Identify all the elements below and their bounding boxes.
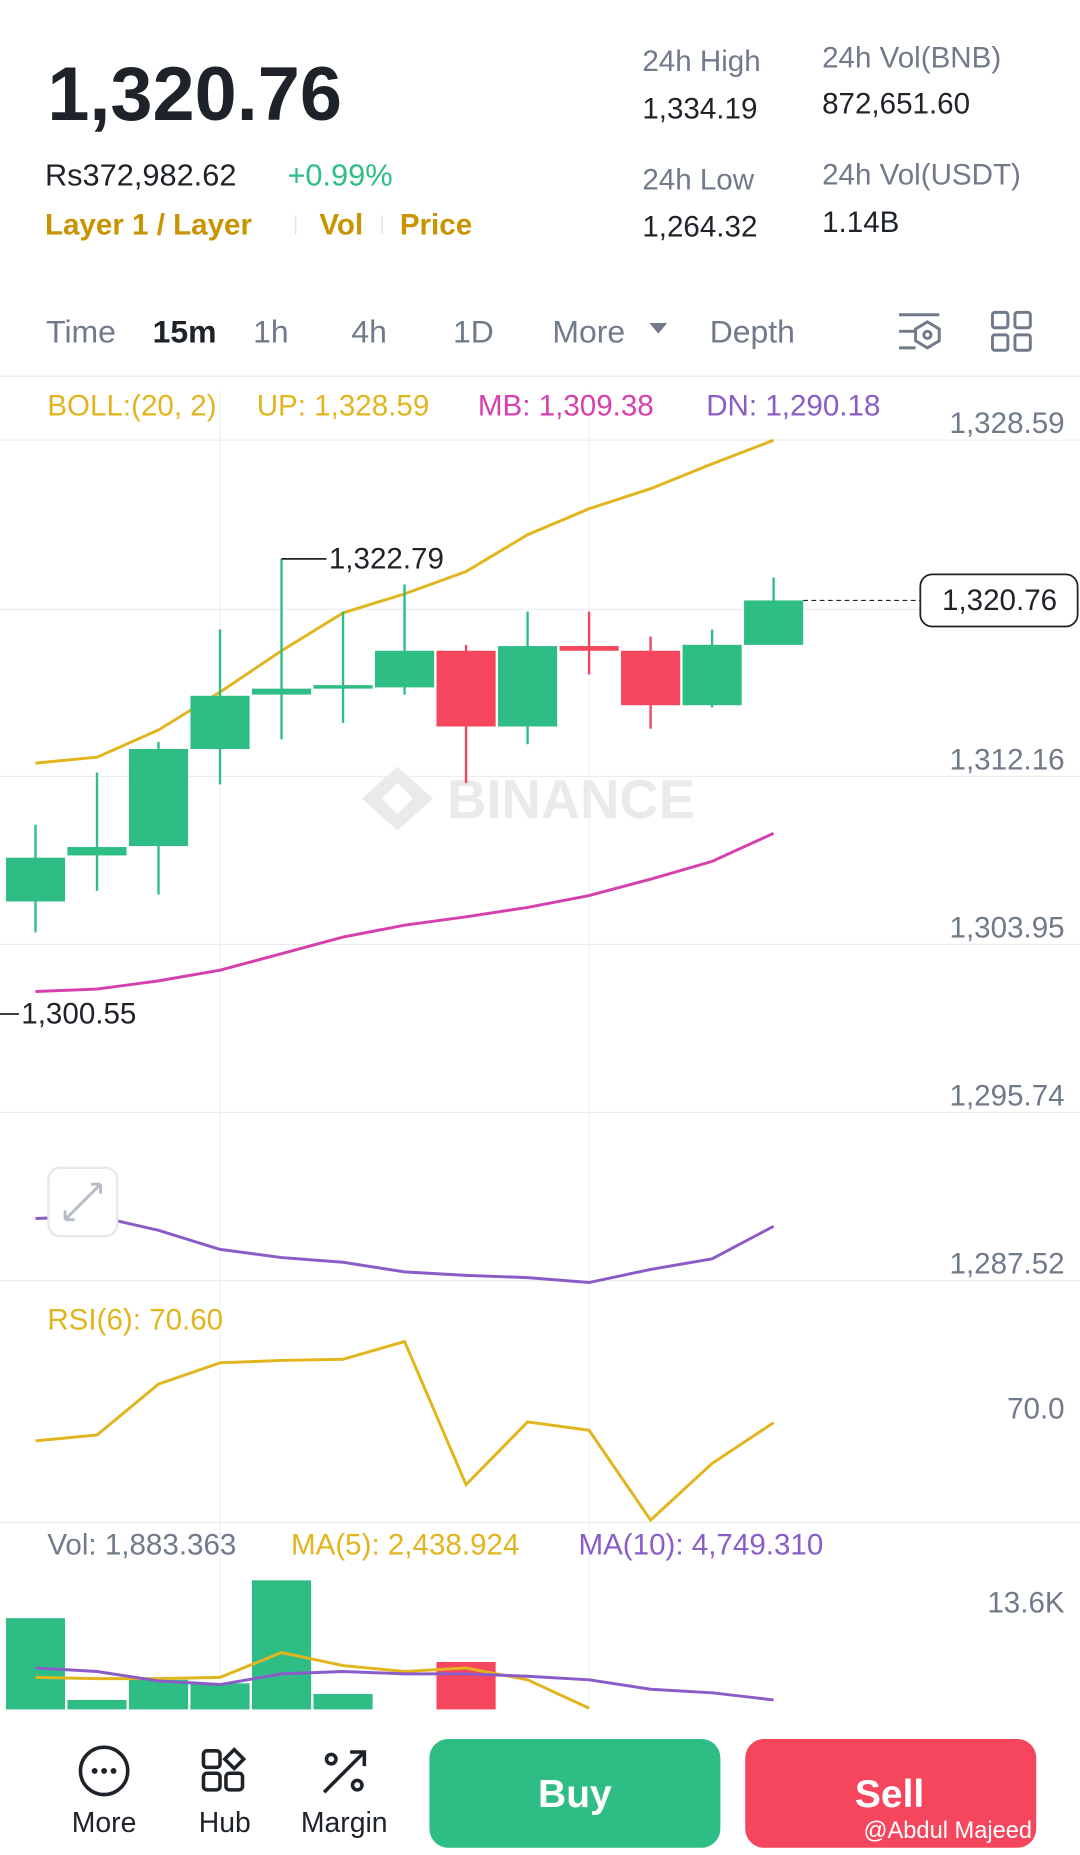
volume-bar — [313, 1693, 373, 1710]
y-tick-label: 1,287.52 — [950, 1248, 1065, 1281]
hub-button[interactable]: Hub — [199, 1747, 251, 1839]
tab[interactable]: 15m — [153, 313, 217, 349]
indicator-label: BOLL:(20, 2) — [47, 389, 216, 422]
y-tick-label: 1,303.95 — [950, 911, 1065, 944]
buy-button[interactable]: Buy — [429, 1738, 721, 1848]
indicator-line — [35, 1339, 775, 1523]
volume-bar — [128, 1679, 189, 1710]
indicator-label: MA(10): 4,749.310 — [578, 1528, 823, 1561]
y-tick-label: 1,328.59 — [950, 407, 1065, 440]
y-tick-label: 1,312.16 — [950, 743, 1065, 776]
indicator-label: UP: 1,328.59 — [257, 389, 430, 422]
expand-button[interactable] — [47, 1166, 119, 1238]
tab[interactable]: Depth — [710, 313, 795, 349]
indicator-label: MA(5): 2,438.924 — [291, 1528, 519, 1561]
y-tick-label: 70.0 — [1007, 1392, 1065, 1425]
tag[interactable]: Price — [400, 208, 472, 241]
stat-value: 1,334.19 — [642, 92, 757, 125]
candle-body — [67, 847, 127, 856]
tag[interactable]: Layer 1 / Layer — [45, 208, 253, 241]
volume-bar — [251, 1580, 312, 1710]
candle-body — [313, 685, 373, 689]
last-price: 1,320.76 — [47, 52, 342, 137]
last-price-box — [919, 573, 1079, 628]
high-annotation: 1,322.79 — [329, 542, 444, 575]
watermark-logo — [361, 766, 433, 831]
stat-label: 24h Low — [642, 163, 754, 196]
candle-body — [190, 695, 250, 750]
stat-value: 1.14B — [822, 206, 899, 239]
stat-label: 24h High — [642, 45, 760, 78]
y-tick-label: 13.6K — [987, 1586, 1065, 1619]
indicator-label: DN: 1,290.18 — [706, 389, 880, 422]
tab[interactable]: Time — [46, 313, 116, 349]
indicator-label: Vol: 1,883.363 — [47, 1528, 236, 1561]
indicator-line — [35, 831, 775, 993]
dropdown-arrow — [649, 323, 668, 334]
last-price-label: 1,320.76 — [942, 584, 1057, 617]
tab[interactable]: 1h — [253, 313, 289, 349]
candle-body — [436, 650, 496, 727]
watermark: BINANCE — [361, 766, 695, 831]
indicator-line — [35, 1666, 774, 1702]
settings-icon[interactable] — [899, 313, 941, 350]
timeframe-tabs: Time 15m 1h 4h 1D More Depth — [46, 313, 795, 349]
stat-label: 24h Vol(BNB) — [822, 42, 1001, 75]
candle-body — [559, 646, 619, 651]
action-label[interactable]: Margin — [301, 1807, 388, 1839]
candle-body — [5, 857, 66, 902]
candle-body — [682, 644, 742, 706]
low-annotation: 1,300.55 — [21, 998, 136, 1031]
indicator-label: RSI(6): 70.60 — [47, 1304, 223, 1337]
more-button[interactable]: More — [72, 1745, 137, 1839]
stat-value: 1,264.32 — [642, 211, 757, 244]
tag[interactable]: Vol — [319, 208, 363, 241]
tab[interactable]: More — [552, 313, 625, 349]
watermark-text: BINANCE — [447, 769, 695, 830]
margin-button[interactable]: Margin — [301, 1750, 388, 1839]
candle-body — [128, 749, 189, 847]
stat-value: 872,651.60 — [822, 88, 970, 121]
y-tick-label: 1,295.74 — [950, 1079, 1065, 1112]
candle-body — [621, 650, 681, 706]
sell-label[interactable]: Sell — [855, 1773, 924, 1816]
price-change: +0.99% — [287, 158, 392, 193]
volume-bar — [67, 1699, 127, 1710]
fiat-price: Rs372,982.62 — [45, 158, 236, 193]
indicator-label: MB: 1,309.38 — [478, 389, 654, 422]
candle-body — [498, 646, 558, 727]
sell-button[interactable]: Sell — [745, 1738, 1037, 1848]
plot: BOLL:(20, 2) UP: 1,328.59 MB: 1,309.38 DN: … — [0, 389, 1080, 1710]
candle-body — [251, 688, 312, 695]
volume-bar — [190, 1683, 250, 1710]
indicator-line — [35, 1214, 775, 1285]
stat-label: 24h Vol(USDT) — [822, 159, 1021, 192]
buy-label[interactable]: Buy — [538, 1773, 612, 1816]
action-label[interactable]: Hub — [199, 1807, 251, 1839]
tab[interactable]: 4h — [351, 313, 387, 349]
candle-body — [374, 650, 435, 688]
volume-bar — [5, 1618, 66, 1710]
tab[interactable]: 1D — [453, 313, 494, 349]
candle-body — [744, 600, 804, 645]
action-label[interactable]: More — [72, 1807, 137, 1839]
credit: @Abdul Majeed m — [864, 1818, 1059, 1844]
layout-icon[interactable] — [990, 310, 1032, 352]
